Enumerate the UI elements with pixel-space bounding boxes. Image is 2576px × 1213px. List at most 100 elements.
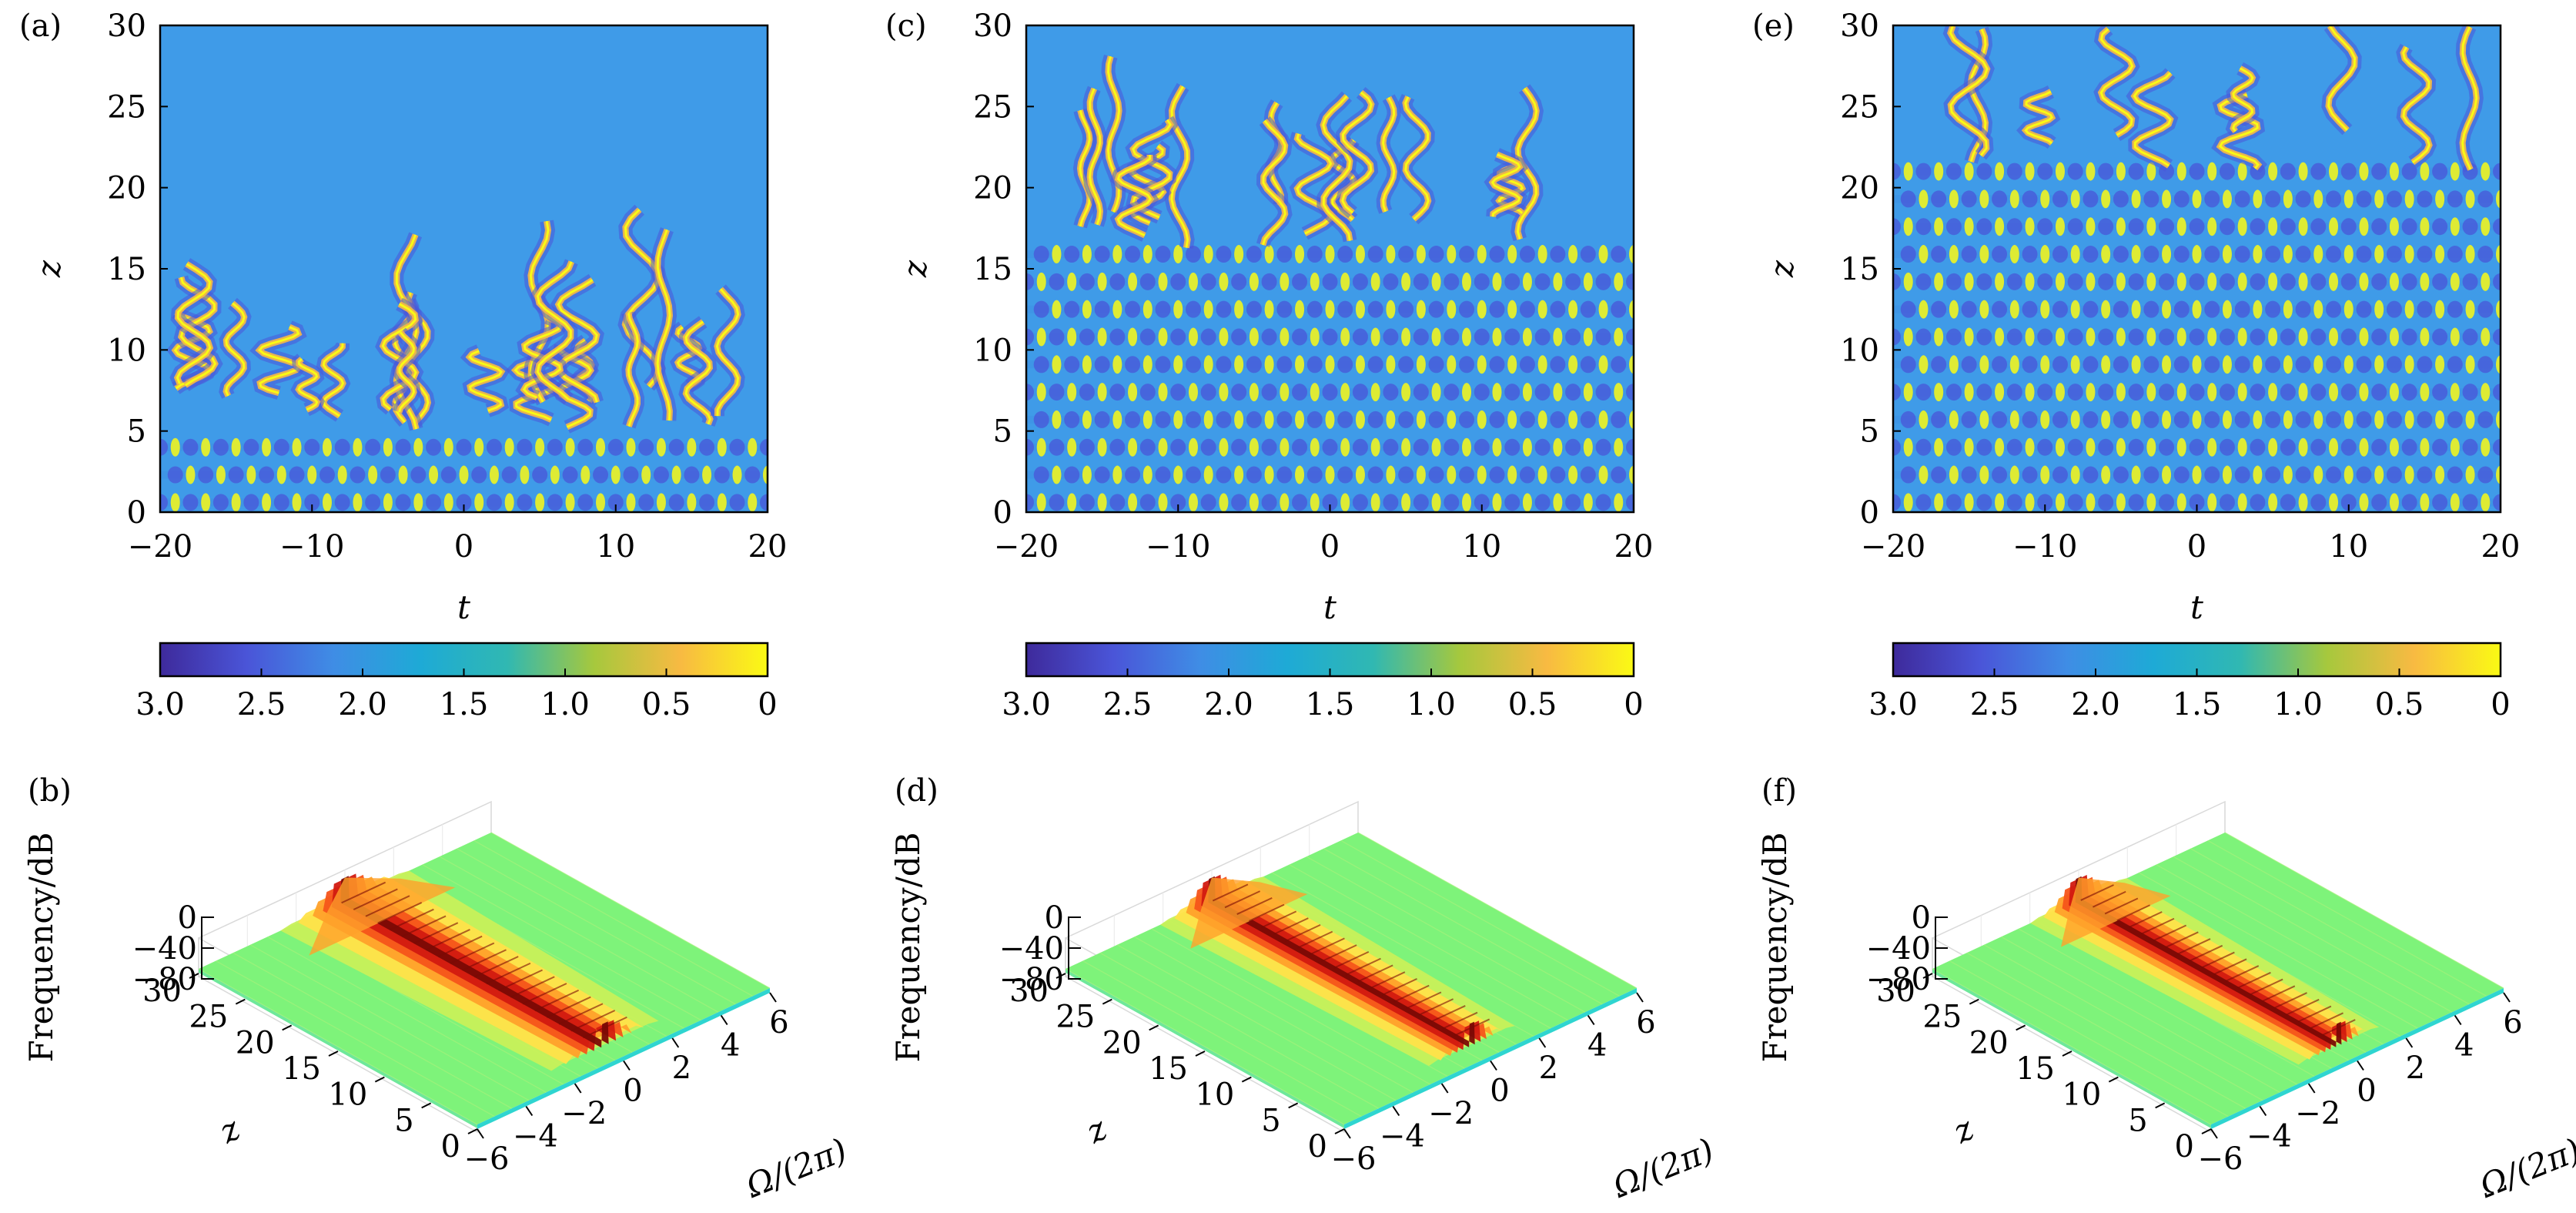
x-tick-label: 0: [1320, 529, 1340, 565]
lattice-peak: [1995, 437, 2005, 457]
ridge-ripple: [1236, 896, 1273, 915]
lattice-peak: [1219, 272, 1229, 291]
lattice-peak: [1370, 327, 1380, 347]
lattice-peak: [1249, 327, 1259, 347]
lattice-dip: [1976, 328, 1992, 346]
lattice-dip: [2386, 300, 2402, 318]
lattice-dip: [1413, 328, 1429, 346]
lattice-peak: [1416, 355, 1426, 374]
lattice-peak: [2481, 327, 2491, 347]
ridge-hump: [1190, 877, 1308, 949]
lattice-dip: [2113, 410, 2129, 428]
omega-tick-label: −2: [2295, 1096, 2340, 1131]
lattice-dip: [1337, 246, 1353, 263]
lattice-dip: [2128, 218, 2144, 236]
filament-core: [2327, 25, 2357, 131]
lattice-dip: [2477, 356, 2494, 374]
ridge-ripple: [426, 929, 470, 951]
lattice-dip: [2386, 410, 2402, 428]
lattice-peak: [2268, 162, 2278, 181]
lattice-dip: [1565, 328, 1581, 346]
lattice-dip: [2386, 466, 2402, 484]
floor-streak: [2190, 848, 2470, 1005]
lattice-dip: [2447, 246, 2463, 263]
floor-streak: [1323, 848, 1603, 1005]
omega-tick-label: 4: [721, 1028, 740, 1064]
lattice-dip: [1367, 300, 1383, 318]
left-edge: [1066, 969, 1344, 1128]
lattice-peak: [520, 465, 530, 484]
lattice-dip: [1125, 466, 1141, 484]
filament-core: [297, 357, 319, 411]
lattice-peak: [2359, 162, 2369, 181]
lattice-dip: [1611, 356, 1627, 374]
lattice-dip: [1276, 466, 1293, 484]
lattice-dip: [1200, 328, 1216, 346]
left-edge: [1932, 969, 2211, 1128]
lattice-peak: [1173, 465, 1183, 484]
colorbar-tick-label: 3.0: [1002, 687, 1051, 722]
lattice-peak: [1386, 465, 1396, 484]
omega-tick: [720, 1014, 728, 1026]
lattice-dip: [1474, 328, 1490, 346]
omega-tick: [2405, 1037, 2414, 1048]
lattice-dip: [426, 494, 442, 511]
y-tick-label: 5: [1860, 414, 1879, 450]
lattice-peak: [413, 493, 423, 512]
lattice-peak: [2101, 410, 2111, 429]
lattice-dip: [517, 494, 533, 511]
lattice-peak: [1067, 272, 1077, 291]
lattice-peak: [2268, 383, 2278, 402]
lattice-dip: [2067, 494, 2083, 511]
lattice-peak: [2481, 493, 2491, 512]
lattice-peak: [2176, 493, 2186, 512]
lattice-dip: [1200, 273, 1216, 290]
lattice-dip: [2462, 494, 2478, 511]
colorbar-tick-label: 2.0: [338, 687, 387, 722]
z-axis-label: z: [212, 1109, 246, 1151]
lattice-peak: [1325, 355, 1335, 374]
lattice-dip: [1200, 494, 1216, 511]
lattice-dip: [1915, 273, 1932, 290]
lattice-dip: [160, 438, 168, 456]
lattice-peak: [1173, 300, 1183, 319]
lattice-peak: [2343, 465, 2354, 484]
lattice-dip: [1413, 494, 1429, 511]
lattice-dip: [1125, 246, 1141, 263]
lattice-peak: [1097, 383, 1107, 402]
lattice-dip: [2189, 494, 2205, 511]
lattice-peak: [748, 437, 758, 457]
filament-core: [1382, 96, 1396, 213]
lattice-dip: [2250, 438, 2266, 456]
lattice-dip: [2037, 328, 2053, 346]
y-axis-label: z: [896, 260, 934, 278]
lattice-peak: [1583, 327, 1593, 347]
floor-streak: [1340, 839, 1620, 997]
lattice-peak: [1067, 437, 1077, 457]
lattice-dip: [1444, 273, 1460, 290]
colorbar-tick-label: 2.5: [1103, 687, 1153, 722]
lattice-dip: [547, 438, 563, 456]
lattice-peak: [1173, 245, 1183, 264]
z-tick-label: 25: [1922, 1000, 1962, 1035]
lattice-peak: [1264, 245, 1274, 264]
lattice-dip: [2234, 190, 2250, 208]
panel-label: (d): [895, 773, 938, 809]
lattice-dip: [289, 466, 305, 484]
lattice-dip: [1900, 246, 1916, 263]
lattice-peak: [1903, 327, 1913, 347]
lattice-peak: [1249, 437, 1259, 457]
lattice-peak: [1082, 245, 1092, 264]
lattice-peak: [1188, 493, 1198, 512]
lattice-dip: [2173, 466, 2190, 484]
colorbar-tick-label: 0: [2491, 687, 2510, 722]
lattice-dip: [1033, 410, 1049, 428]
lattice-peak: [1264, 410, 1274, 429]
lattice-dip: [1125, 300, 1141, 318]
lattice-dip: [1185, 300, 1201, 318]
lattice-peak: [186, 465, 196, 484]
z-tick: [1055, 973, 1066, 979]
lattice-dip: [2265, 190, 2281, 208]
lattice-peak: [2450, 327, 2460, 347]
